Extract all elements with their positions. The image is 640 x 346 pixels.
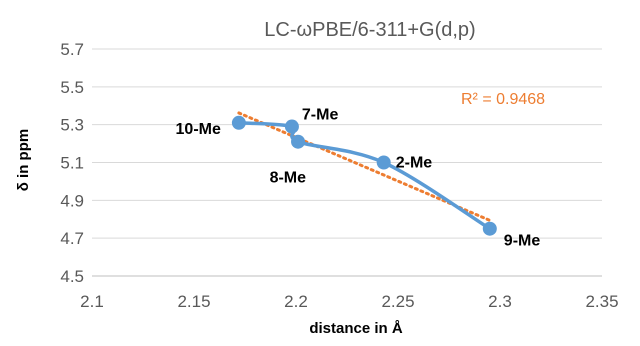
data-point [482, 221, 497, 236]
point-label: 7-Me [302, 107, 339, 124]
x-tick-label: 2.3 [488, 292, 512, 311]
data-point [376, 155, 391, 170]
series-line [237, 121, 492, 231]
data-point [291, 134, 306, 149]
gridlines [92, 48, 602, 277]
y-tick-label: 5.5 [60, 78, 84, 97]
y-axis-label: δ in ppm [15, 129, 32, 191]
point-label: 10-Me [176, 121, 221, 138]
x-tick-label: 2.2 [284, 292, 308, 311]
y-tick-label: 5.1 [60, 154, 84, 173]
point-label: 8-Me [270, 170, 307, 187]
x-tick-label: 2.15 [177, 292, 210, 311]
point-label: 2-Me [396, 155, 433, 172]
data-points: 10-Me 7-Me 8-Me 2-Me 9-Me [176, 107, 541, 250]
point-label: 9-Me [504, 233, 541, 250]
y-tick-label: 4.7 [60, 229, 84, 248]
tick-labels: 4.5 4.7 4.9 5.1 5.3 5.5 5.7 2.1 2.15 2.2 2.25 2.3 2.… [60, 40, 618, 311]
y-tick-label: 4.9 [60, 191, 84, 210]
y-tick-label: 5.3 [60, 116, 84, 135]
chart-title: LC-ωPBE/6-311+G(d,p) [264, 19, 475, 41]
r-squared-label: R² = 0.9468 [461, 91, 545, 108]
data-point [231, 115, 246, 130]
y-tick-label: 4.5 [60, 267, 84, 286]
x-tick-label: 2.1 [80, 292, 104, 311]
series-path [237, 121, 492, 231]
data-point [284, 119, 299, 134]
x-tick-label: 2.35 [585, 292, 618, 311]
x-tick-label: 2.25 [381, 292, 414, 311]
y-tick-label: 5.7 [60, 40, 84, 59]
x-axis-label: distance in Å [309, 320, 403, 337]
